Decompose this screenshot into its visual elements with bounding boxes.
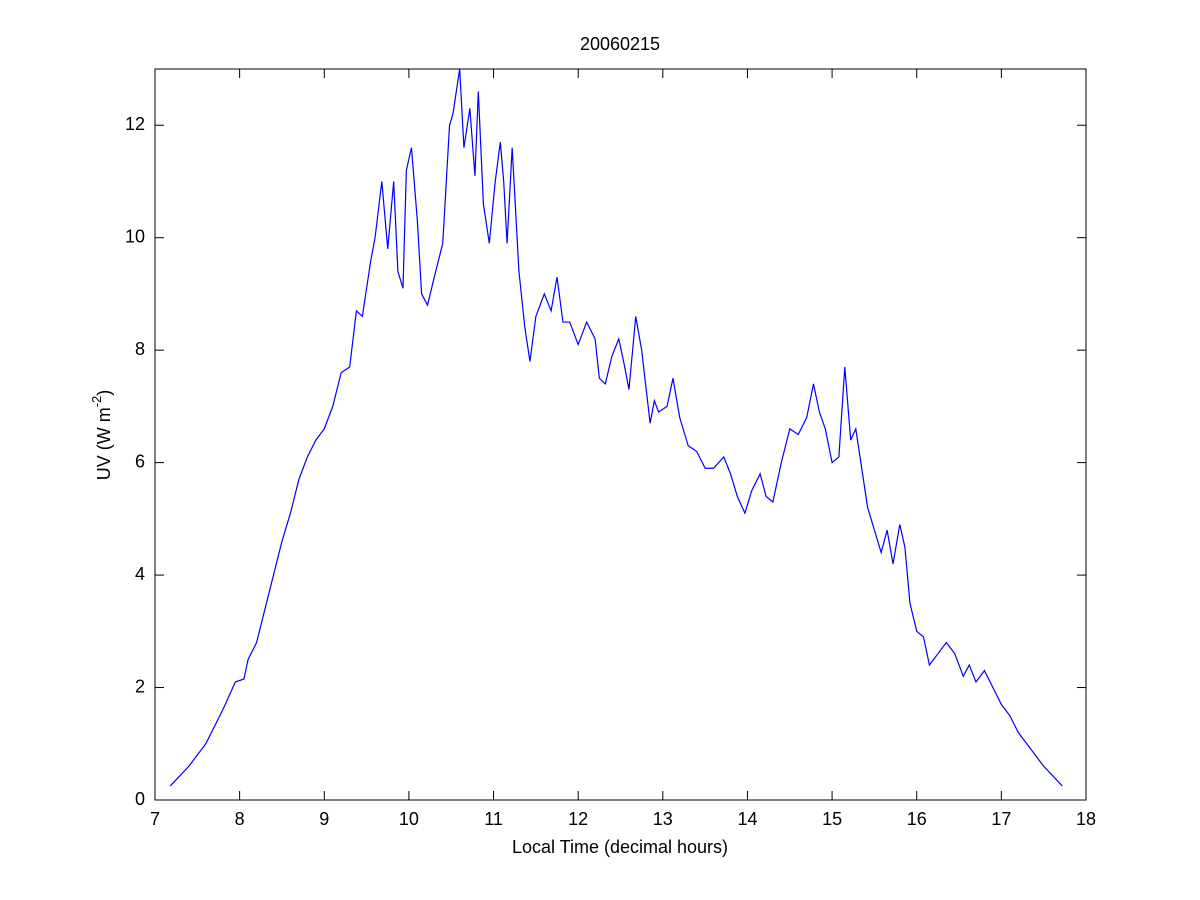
x-tick-label: 7 [150, 809, 160, 829]
y-tick-label: 10 [125, 226, 145, 246]
x-tick-label: 16 [907, 809, 927, 829]
y-axis-label: UV (W m-2) [89, 390, 113, 481]
y-tick-label: 2 [135, 676, 145, 696]
x-tick-label: 13 [653, 809, 673, 829]
y-tick-label: 6 [135, 451, 145, 471]
y-tick-label: 12 [125, 114, 145, 134]
x-tick-label: 11 [484, 809, 503, 829]
y-tick-label: 8 [135, 339, 145, 359]
y-label-sup: -2 [89, 396, 104, 408]
y-tick-label: 4 [135, 564, 145, 584]
x-tick-label: 9 [319, 809, 329, 829]
x-tick-label: 18 [1076, 809, 1096, 829]
y-tick-label: 0 [135, 789, 145, 809]
chart-title: 20060215 [580, 34, 660, 54]
plot-frame [154, 68, 1087, 801]
x-tick-label: 15 [822, 809, 842, 829]
x-tick-label: 14 [737, 809, 757, 829]
x-tick-label: 17 [991, 809, 1011, 829]
x-tick-label: 8 [235, 809, 245, 829]
x-tick-label: 12 [568, 809, 588, 829]
x-tick-label: 10 [399, 809, 419, 829]
y-label-text: UV (W m [94, 407, 114, 480]
y-label-suffix: ) [94, 390, 114, 396]
data-line [169, 68, 1063, 787]
x-axis-label: Local Time (decimal hours) [512, 837, 728, 857]
